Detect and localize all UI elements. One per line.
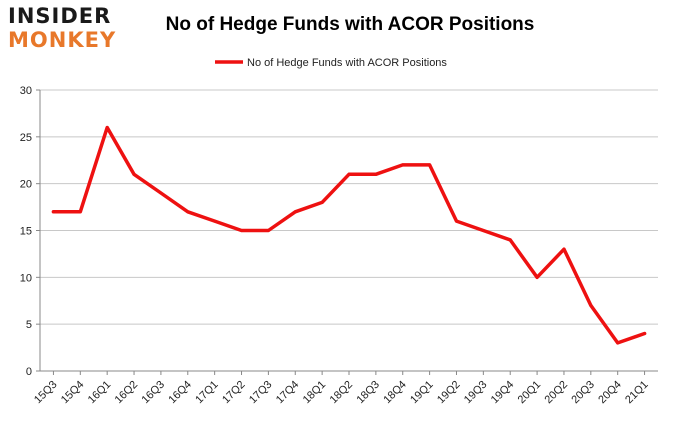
data-point-15Q4 (78, 210, 82, 214)
legend: No of Hedge Funds with ACOR Positions (215, 57, 447, 69)
logo-line-2: MONKEY (8, 28, 117, 52)
x-tick-label-15Q3: 15Q3 (32, 379, 60, 407)
axes (39, 90, 658, 372)
y-tick-label-10: 10 (20, 272, 32, 284)
x-tick-label-16Q2: 16Q2 (113, 379, 141, 407)
y-tick-label-20: 20 (20, 179, 32, 191)
chart-title: No of Hedge Funds with ACOR Positions (165, 14, 535, 35)
data-point-16Q4 (186, 210, 190, 214)
data-point-20Q1 (535, 275, 539, 279)
data-point-19Q1 (428, 163, 432, 167)
data-point-17Q2 (240, 229, 244, 232)
x-tick-label-16Q4: 16Q4 (166, 379, 194, 407)
x-tick-label-18Q1: 18Q1 (301, 379, 329, 407)
data-point-19Q2 (454, 219, 458, 223)
legend-label: No of Hedge Funds with ACOR Positions (247, 57, 447, 69)
data-point-16Q3 (159, 191, 163, 195)
data-point-19Q4 (508, 238, 512, 242)
y-axis-ticks: 0 5 10 15 20 25 30 (20, 85, 40, 378)
data-point-19Q3 (481, 229, 485, 232)
x-axis-ticks: 15Q3 15Q4 16Q1 16Q2 16Q3 16Q4 17Q1 17Q2 17Q3 17Q4… (32, 371, 651, 406)
x-tick-label-20Q3: 20Q3 (569, 379, 597, 407)
x-tick-label-16Q1: 16Q1 (86, 379, 114, 407)
data-point-17Q3 (266, 229, 270, 232)
x-tick-label-17Q2: 17Q2 (220, 379, 248, 407)
x-tick-label-15Q4: 15Q4 (59, 379, 87, 407)
x-tick-label-18Q2: 18Q2 (328, 379, 356, 407)
x-tick-label-17Q3: 17Q3 (247, 379, 275, 407)
x-tick-label-19Q4: 19Q4 (489, 379, 517, 407)
series-layer (51, 125, 647, 345)
data-point-18Q2 (347, 172, 351, 176)
gridlines (40, 89, 658, 325)
insider-monkey-logo: INSIDER MONKEY (8, 6, 116, 51)
data-point-18Q4 (401, 163, 405, 167)
y-tick-label-25: 25 (20, 132, 32, 144)
x-tick-label-17Q4: 17Q4 (274, 379, 302, 407)
x-tick-label-20Q1: 20Q1 (516, 379, 544, 407)
data-point-16Q2 (132, 172, 136, 176)
x-tick-label-16Q3: 16Q3 (140, 379, 168, 407)
data-point-16Q1 (105, 125, 109, 129)
data-point-18Q1 (320, 200, 324, 204)
data-point-20Q2 (562, 247, 566, 251)
x-tick-label-19Q3: 19Q3 (462, 379, 490, 407)
y-tick-label-5: 5 (26, 319, 32, 331)
series-line (51, 125, 647, 345)
x-tick-label-18Q3: 18Q3 (354, 379, 382, 407)
x-tick-label-19Q1: 19Q1 (408, 379, 436, 407)
data-point-20Q3 (589, 303, 593, 307)
data-point-18Q3 (374, 172, 378, 176)
data-point-17Q1 (213, 219, 217, 223)
data-point-20Q4 (616, 341, 620, 345)
y-tick-label-15: 15 (20, 226, 32, 238)
logo-line-1: INSIDER (8, 4, 112, 28)
data-point-17Q4 (293, 210, 297, 214)
x-tick-label-17Q1: 17Q1 (193, 379, 221, 407)
y-tick-label-30: 30 (20, 85, 32, 97)
data-point-21Q1 (643, 332, 647, 336)
y-tick-label-0: 0 (26, 366, 32, 378)
data-point-15Q3 (51, 210, 55, 214)
x-tick-label-20Q2: 20Q2 (543, 379, 571, 407)
x-tick-label-21Q1: 21Q1 (623, 379, 651, 407)
x-tick-label-18Q4: 18Q4 (381, 379, 409, 407)
x-tick-label-20Q4: 20Q4 (596, 379, 624, 407)
x-tick-label-19Q2: 19Q2 (435, 379, 463, 407)
